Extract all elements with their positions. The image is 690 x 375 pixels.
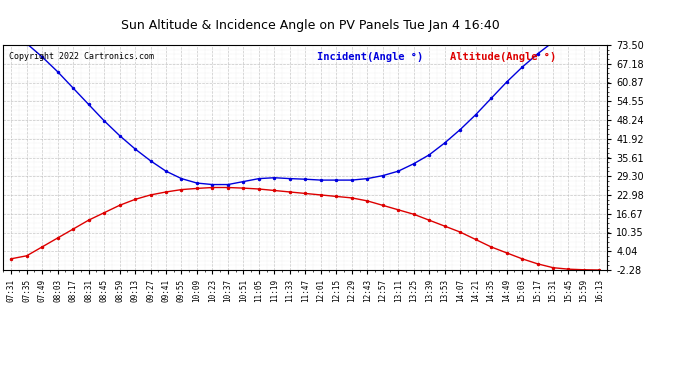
Text: Altitude(Angle °): Altitude(Angle °) <box>450 52 556 62</box>
Text: Copyright 2022 Cartronics.com: Copyright 2022 Cartronics.com <box>10 52 155 61</box>
Text: Incident(Angle °): Incident(Angle °) <box>317 52 424 62</box>
Text: Sun Altitude & Incidence Angle on PV Panels Tue Jan 4 16:40: Sun Altitude & Incidence Angle on PV Pan… <box>121 19 500 32</box>
